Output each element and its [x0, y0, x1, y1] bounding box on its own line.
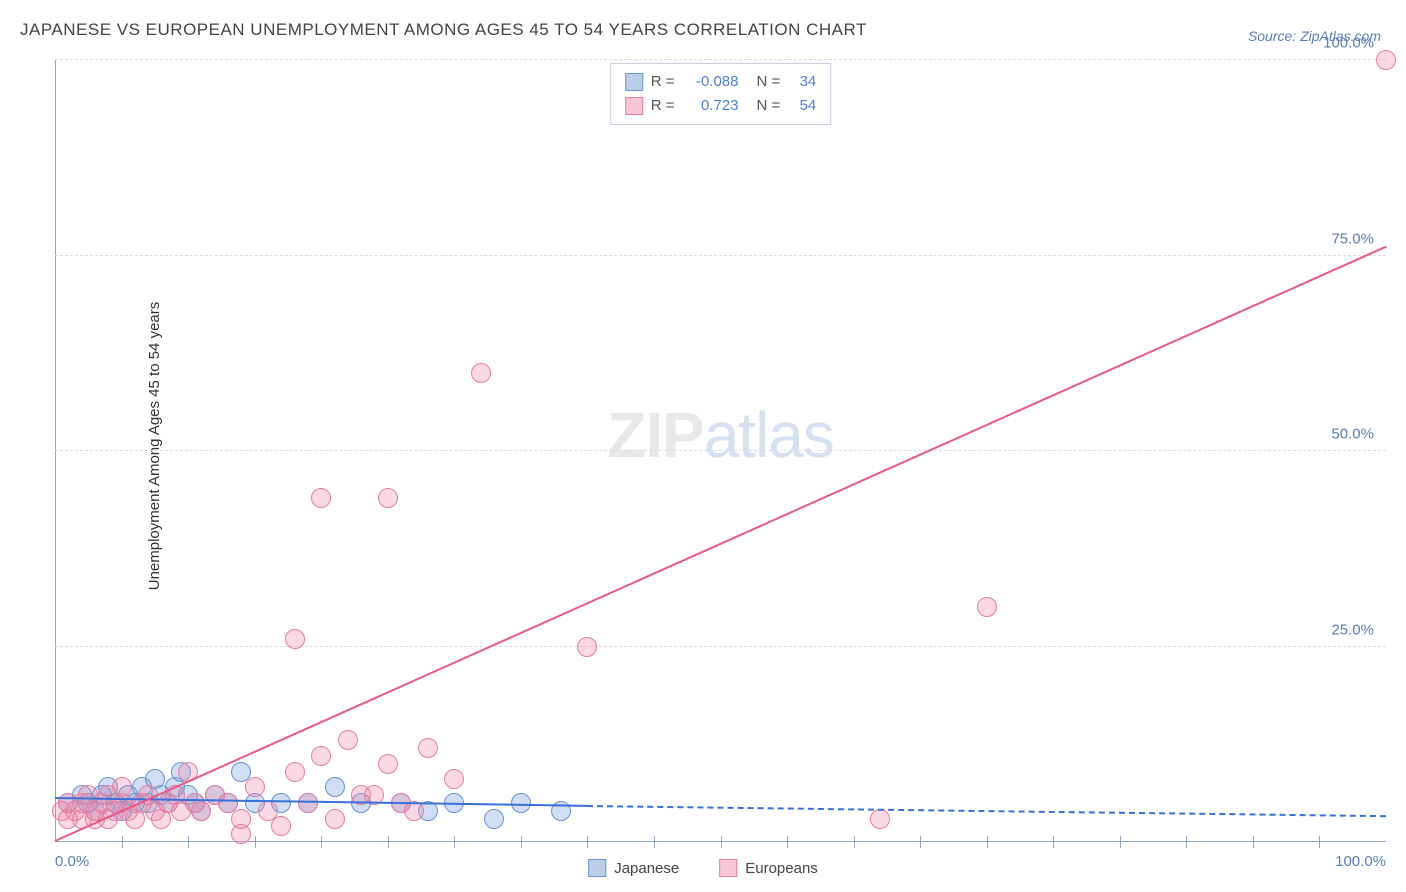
x-tick-mark — [987, 836, 988, 848]
x-tick-mark — [654, 836, 655, 848]
chart-title: JAPANESE VS EUROPEAN UNEMPLOYMENT AMONG … — [20, 20, 867, 40]
scatter-point — [231, 824, 251, 844]
n-value-japanese: 34 — [788, 70, 816, 94]
y-tick-label: 25.0% — [1331, 621, 1374, 638]
x-tick-mark — [854, 836, 855, 848]
swatch-pink-icon — [625, 97, 643, 115]
swatch-blue-icon — [588, 859, 606, 877]
scatter-point — [378, 488, 398, 508]
y-axis — [55, 60, 56, 842]
x-tick-mark — [1253, 836, 1254, 848]
swatch-pink-icon — [719, 859, 737, 877]
scatter-point — [311, 746, 331, 766]
stats-row-japanese: R = -0.088 N = 34 — [625, 70, 817, 94]
x-tick-0: 0.0% — [55, 853, 89, 870]
n-value-europeans: 54 — [788, 94, 816, 118]
y-tick-label: 100.0% — [1323, 35, 1374, 52]
scatter-point — [245, 777, 265, 797]
x-tick-mark — [321, 836, 322, 848]
x-tick-mark — [454, 836, 455, 848]
gridline — [55, 255, 1386, 256]
scatter-point — [112, 777, 132, 797]
n-label: N = — [757, 94, 781, 118]
y-tick-label: 50.0% — [1331, 426, 1374, 443]
scatter-point — [870, 809, 890, 829]
correlation-stats-box: R = -0.088 N = 34 R = 0.723 N = 54 — [610, 63, 832, 125]
plot-area: ZIPatlas R = -0.088 N = 34 R = 0.723 N =… — [55, 60, 1386, 842]
scatter-point — [285, 629, 305, 649]
r-label: R = — [651, 70, 675, 94]
scatter-point — [484, 809, 504, 829]
x-tick-mark — [188, 836, 189, 848]
x-tick-mark — [255, 836, 256, 848]
scatter-point — [577, 637, 597, 657]
watermark: ZIPatlas — [607, 398, 834, 472]
x-tick-mark — [122, 836, 123, 848]
legend-label-europeans: Europeans — [745, 860, 818, 877]
stats-row-europeans: R = 0.723 N = 54 — [625, 94, 817, 118]
r-value-europeans: 0.723 — [683, 94, 739, 118]
legend-item-europeans: Europeans — [719, 859, 818, 877]
x-tick-mark — [920, 836, 921, 848]
scatter-point — [311, 488, 331, 508]
x-tick-mark — [1186, 836, 1187, 848]
scatter-point — [471, 363, 491, 383]
scatter-point — [378, 754, 398, 774]
r-value-japanese: -0.088 — [683, 70, 739, 94]
scatter-point — [1376, 50, 1396, 70]
scatter-point — [338, 730, 358, 750]
legend-label-japanese: Japanese — [614, 860, 679, 877]
scatter-point — [977, 597, 997, 617]
scatter-point — [325, 809, 345, 829]
x-tick-mark — [1120, 836, 1121, 848]
legend-item-japanese: Japanese — [588, 859, 679, 877]
trend-line-extrapolated — [587, 805, 1386, 817]
swatch-blue-icon — [625, 73, 643, 91]
gridline — [55, 646, 1386, 647]
x-tick-mark — [1319, 836, 1320, 848]
scatter-point — [285, 762, 305, 782]
x-tick-mark — [721, 836, 722, 848]
watermark-atlas: atlas — [704, 399, 834, 471]
trend-line — [55, 246, 1387, 842]
gridline — [55, 59, 1386, 60]
scatter-point — [191, 801, 211, 821]
series-legend: Japanese Europeans — [588, 859, 818, 877]
scatter-point — [418, 738, 438, 758]
gridline — [55, 450, 1386, 451]
x-tick-mark — [388, 836, 389, 848]
x-tick-mark — [787, 836, 788, 848]
scatter-point — [298, 793, 318, 813]
n-label: N = — [757, 70, 781, 94]
watermark-zip: ZIP — [607, 399, 704, 471]
scatter-point — [325, 777, 345, 797]
scatter-point — [271, 816, 291, 836]
x-tick-mark — [521, 836, 522, 848]
x-tick-mark — [587, 836, 588, 848]
x-tick-mark — [1053, 836, 1054, 848]
y-tick-label: 75.0% — [1331, 230, 1374, 247]
r-label: R = — [651, 94, 675, 118]
scatter-point — [444, 769, 464, 789]
x-tick-100: 100.0% — [1335, 853, 1386, 870]
